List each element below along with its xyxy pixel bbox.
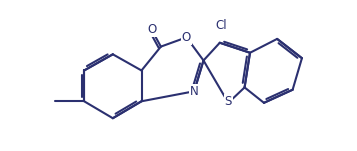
Text: Cl: Cl bbox=[216, 19, 227, 32]
Text: O: O bbox=[182, 31, 191, 44]
Text: S: S bbox=[225, 95, 232, 108]
Text: O: O bbox=[147, 23, 156, 36]
Text: N: N bbox=[190, 85, 198, 98]
